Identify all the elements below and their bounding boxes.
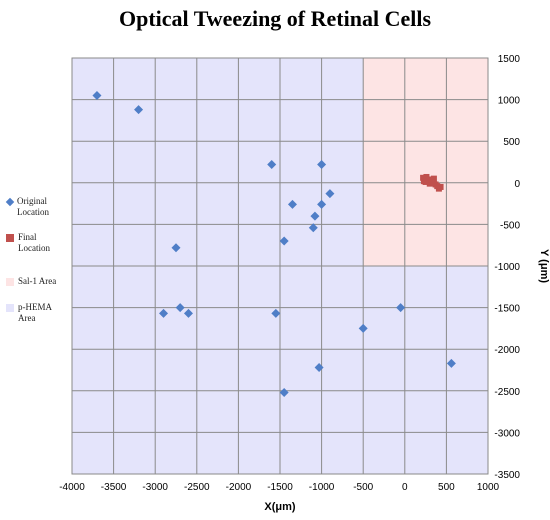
y-tick-label: -1000: [494, 262, 520, 273]
original-location-point: [308, 223, 318, 233]
y-axis-label: Y (μm): [538, 249, 550, 283]
original-location-point: [279, 387, 289, 397]
y-tick-label: 0: [514, 179, 520, 190]
legend-original-label: Original Location: [17, 196, 49, 217]
y-tick-label: -500: [500, 220, 520, 231]
y-tick-label: -2500: [494, 387, 520, 398]
y-tick-label: -3500: [494, 470, 520, 481]
sal-area-swatch-icon: [6, 278, 14, 286]
original-location-point: [358, 323, 368, 333]
x-tick-label: 500: [438, 482, 455, 493]
final-location-point: [422, 178, 429, 185]
original-location-point: [92, 90, 102, 100]
x-tick-label: -3000: [142, 482, 168, 493]
legend-sal-label: Sal-1 Area: [18, 276, 57, 286]
original-location-point: [317, 199, 327, 209]
x-tick-label: -2000: [226, 482, 252, 493]
y-tick-label: -3000: [494, 428, 520, 439]
x-axis-label: X(μm): [264, 501, 296, 513]
region-0: [363, 58, 488, 266]
x-tick-label: -1000: [309, 482, 335, 493]
final-location-point: [430, 179, 437, 186]
y-tick-label: 1500: [498, 54, 521, 65]
original-location-point: [159, 308, 169, 318]
x-tick-label: 1000: [477, 482, 500, 493]
square-marker-icon: [6, 234, 14, 242]
original-location-point: [396, 303, 406, 313]
legend-hema: p-HEMA Area: [6, 302, 68, 324]
x-tick-label: -4000: [59, 482, 85, 493]
y-tick-label: 500: [503, 137, 520, 148]
y-tick-label: -1500: [494, 304, 520, 315]
legend-sal: Sal-1 Area: [6, 276, 68, 287]
legend-final: Final Location: [6, 232, 68, 254]
diamond-marker-icon: [5, 197, 15, 207]
final-location-point: [437, 183, 444, 190]
x-tick-label: -1500: [267, 482, 293, 493]
original-location-point: [317, 159, 327, 169]
legend-hema-label: p-HEMA Area: [18, 302, 52, 323]
original-location-point: [271, 308, 281, 318]
original-location-point: [279, 236, 289, 246]
original-location-point: [287, 199, 297, 209]
original-location-point: [171, 243, 181, 253]
hema-area-swatch-icon: [6, 304, 14, 312]
x-tick-label: -3500: [101, 482, 127, 493]
original-location-point: [446, 358, 456, 368]
final-location-point: [420, 174, 427, 181]
original-location-point: [183, 308, 193, 318]
x-tick-label: -500: [353, 482, 373, 493]
original-location-point: [134, 105, 144, 115]
x-tick-label: -2500: [184, 482, 210, 493]
original-location-point: [325, 189, 335, 199]
original-location-point: [310, 211, 320, 221]
x-tick-label: 0: [402, 482, 408, 493]
y-tick-label: 1000: [498, 96, 521, 107]
y-tick-label: -2000: [494, 345, 520, 356]
region-2: [363, 266, 488, 474]
plot-border: [71, 57, 489, 475]
legend-final-label: Final Location: [18, 232, 50, 253]
final-location-point: [430, 175, 437, 182]
original-location-point: [314, 363, 324, 373]
chart-title: Optical Tweezing of Retinal Cells: [118, 6, 432, 31]
original-location-point: [175, 303, 185, 313]
legend-original: Original Location: [5, 196, 67, 218]
original-location-point: [267, 159, 277, 169]
